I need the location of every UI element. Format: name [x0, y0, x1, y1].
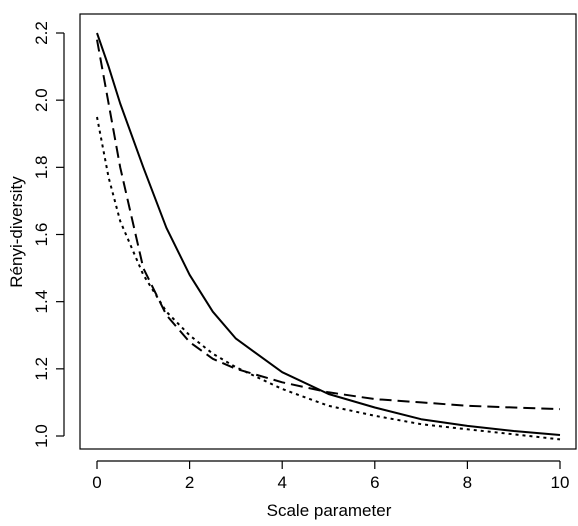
y-tick-label: 2.2 — [32, 21, 51, 45]
x-tick-label: 4 — [277, 473, 286, 492]
y-tick-label: 1.6 — [32, 223, 51, 247]
x-tick-label: 2 — [185, 473, 194, 492]
series-layer — [96, 32, 561, 441]
y-tick-label: 1.0 — [32, 424, 51, 448]
y-tick-label: 1.8 — [32, 156, 51, 180]
x-tick-label: 6 — [370, 473, 379, 492]
x-tick-label: 10 — [551, 473, 570, 492]
y-axis: 1.0 1.2 1.4 1.6 1.8 2.0 2.2 — [32, 21, 65, 448]
series-line-solid — [96, 32, 561, 436]
x-tick-label: 8 — [463, 473, 472, 492]
series-line-dotted — [96, 116, 561, 441]
x-axis-title: Scale parameter — [267, 501, 392, 520]
y-tick-label: 1.4 — [32, 290, 51, 314]
y-axis-title: Rényi-diversity — [7, 176, 26, 288]
x-axis: 0 2 4 6 8 10 — [92, 460, 570, 492]
x-tick-label: 0 — [92, 473, 101, 492]
plot-box — [79, 13, 577, 450]
y-tick-label: 1.2 — [32, 357, 51, 381]
plot-frame — [79, 13, 577, 450]
series-line-dashed — [96, 39, 561, 411]
y-tick-label: 2.0 — [32, 88, 51, 112]
